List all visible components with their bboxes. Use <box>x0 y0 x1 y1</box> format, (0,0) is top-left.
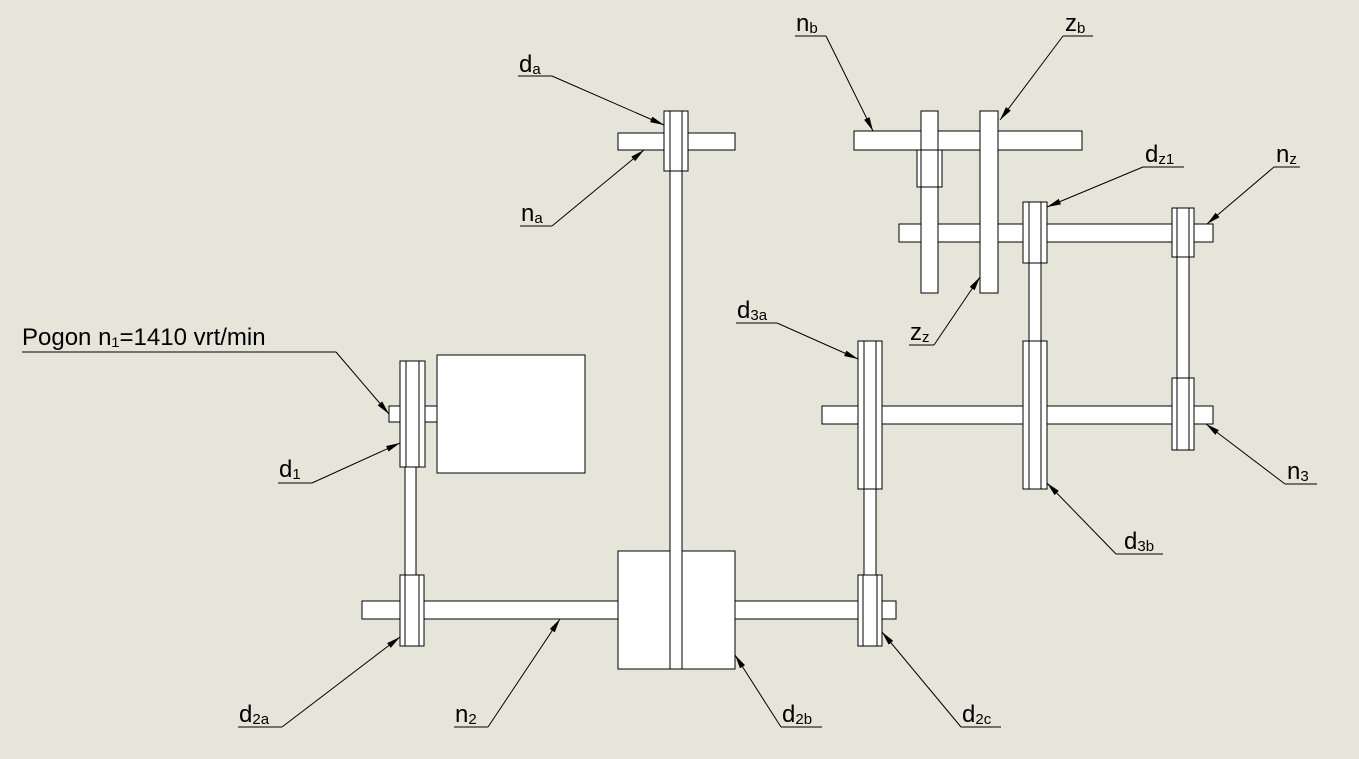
pulley-nz <box>1171 207 1195 258</box>
pulley-d1 <box>399 360 426 468</box>
leader-lines <box>22 35 1317 728</box>
label-zz: zz <box>910 319 930 346</box>
belt-d2b-da <box>669 170 683 670</box>
label-d3a: d3a <box>737 297 768 324</box>
gear-zz <box>916 110 943 294</box>
label-n3: n3 <box>1287 458 1309 485</box>
shaft-n3 <box>821 405 1214 425</box>
belt-d2c-d3a <box>863 488 877 576</box>
label-d2c: d2c <box>962 701 992 728</box>
label-nb: nb <box>796 10 818 37</box>
shaft-nb <box>853 130 1083 151</box>
pulley-d2c <box>857 574 883 647</box>
label-dz1: dz1 <box>1145 141 1174 168</box>
label-nz: nz <box>1276 141 1297 168</box>
label-n2: n2 <box>455 701 477 728</box>
label-d1: d1 <box>279 456 301 483</box>
label-da: da <box>519 51 541 78</box>
belt-d3b-dz1 <box>1028 262 1042 342</box>
label-d3b: d3b <box>1124 528 1154 555</box>
motor-body <box>436 354 586 474</box>
pulley-n3-right <box>1171 377 1195 451</box>
belt-n3-nz <box>1176 242 1190 379</box>
shaft-nz <box>898 223 1214 243</box>
label-d2b: d2b <box>782 701 812 728</box>
pulley-d3a <box>857 340 883 490</box>
pulley-d2a <box>399 574 425 647</box>
gear-zb <box>979 110 999 294</box>
pulley-dz1 <box>1022 201 1048 264</box>
drive-speed-label: Pogon n₁=1410 vrt/min <box>22 324 266 351</box>
label-d2a: d2a <box>239 701 270 728</box>
pulley-da <box>663 110 689 172</box>
label-na: na <box>521 200 543 227</box>
belt-d1-d2a <box>404 466 417 578</box>
motor-assembly <box>388 354 586 474</box>
label-zb: zb <box>1065 10 1085 37</box>
pulley-d3b <box>1022 340 1048 490</box>
